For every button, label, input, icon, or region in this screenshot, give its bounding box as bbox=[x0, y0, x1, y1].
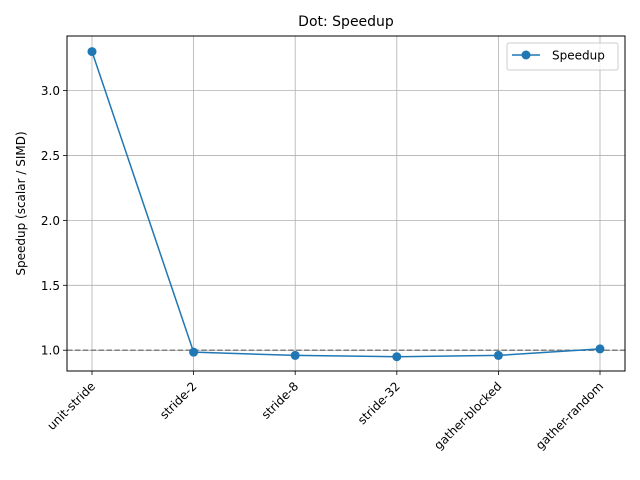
y-axis: 1.0 1.5 2.0 2.5 3.0 bbox=[41, 84, 67, 358]
chart-title: Dot: Speedup bbox=[298, 14, 394, 30]
y-tick-label: 2.5 bbox=[41, 149, 60, 163]
y-tick-label: 1.0 bbox=[41, 344, 60, 358]
y-tick-label: 1.5 bbox=[41, 279, 60, 293]
series-line bbox=[91, 51, 601, 358]
legend-marker bbox=[521, 50, 531, 60]
grid bbox=[67, 36, 625, 371]
plot-frame bbox=[66, 35, 626, 372]
y-tick-label: 3.0 bbox=[41, 84, 60, 98]
legend: Speedup bbox=[506, 42, 619, 71]
series-layer bbox=[87, 47, 605, 362]
y-axis-label: Speedup (scalar / SIMD) bbox=[14, 131, 28, 275]
data-point bbox=[87, 47, 97, 57]
legend-entry-speedup: Speedup bbox=[552, 49, 605, 63]
data-point bbox=[595, 344, 605, 354]
data-point bbox=[392, 352, 402, 362]
data-point bbox=[493, 350, 503, 360]
legend-frame bbox=[506, 42, 619, 71]
y-tick-label: 2.0 bbox=[41, 214, 60, 228]
data-point bbox=[189, 347, 199, 357]
data-point bbox=[290, 350, 300, 360]
